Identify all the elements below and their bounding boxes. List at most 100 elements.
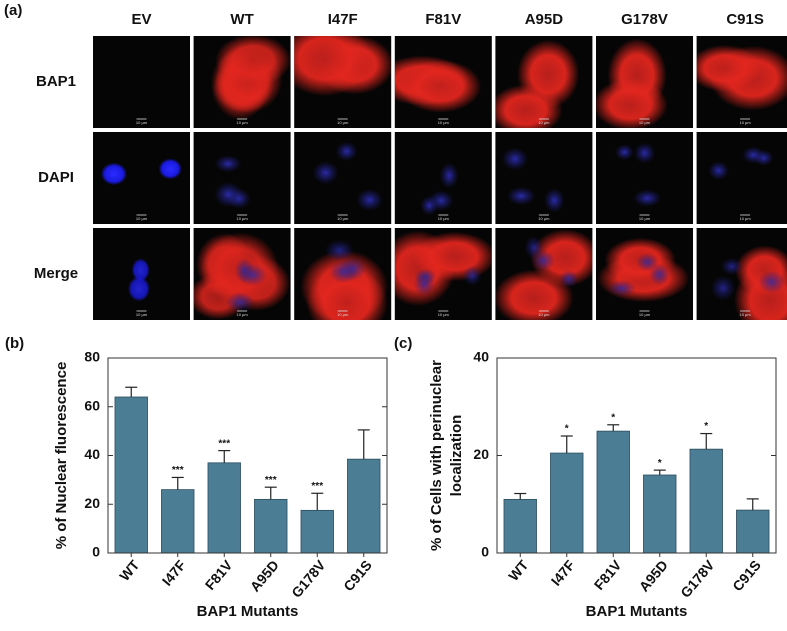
significance: *	[565, 424, 569, 435]
micrograph-content	[710, 245, 787, 320]
micrograph-bg	[696, 132, 787, 224]
micrograph-content	[495, 229, 593, 320]
nucleus	[741, 146, 765, 164]
nucleus	[131, 258, 150, 282]
x-tick-label: G178V	[677, 557, 718, 601]
micrograph: 10 µm	[394, 36, 492, 128]
bar	[689, 448, 723, 554]
y-tick-label: 0	[92, 544, 100, 560]
nucleus	[524, 235, 544, 260]
y-tick-label: 40	[473, 349, 489, 365]
column-header: WT	[230, 11, 253, 28]
micrograph: 10 µm	[294, 228, 392, 320]
scale-label: 10 µm	[639, 216, 651, 221]
nucleus	[463, 265, 482, 286]
scale-label: 10 µm	[739, 312, 751, 317]
micrograph-content	[614, 142, 662, 207]
micrograph-content	[696, 44, 787, 111]
micrograph: 10 µm	[394, 228, 492, 320]
nucleus	[614, 144, 634, 161]
row-label: Merge	[34, 265, 78, 282]
scale-label: 10 µm	[438, 216, 450, 221]
micrograph-bg	[93, 36, 190, 128]
micrograph-content	[300, 239, 388, 320]
scale-label: 10 µm	[136, 120, 148, 125]
red-signal	[530, 229, 593, 287]
micrograph: 10 µm	[193, 132, 291, 224]
row-label: BAP1	[36, 73, 76, 90]
y-tick-label: 40	[84, 446, 100, 462]
x-tick-label: G178V	[288, 557, 329, 601]
nucleus	[312, 161, 339, 185]
micrograph: 10 µm	[696, 132, 787, 224]
significance: ***	[172, 465, 184, 476]
column-header: A95D	[525, 11, 564, 28]
scale-label: 10 µm	[236, 312, 248, 317]
nucleus	[506, 186, 536, 206]
y-tick-label: 0	[481, 544, 489, 560]
micrograph-content	[127, 258, 151, 302]
nucleus	[720, 257, 743, 276]
bar	[550, 452, 584, 554]
nucleus	[158, 158, 182, 180]
x-tick-label: F81V	[591, 557, 625, 593]
micrograph-content	[394, 230, 492, 307]
micrograph-content	[193, 232, 290, 320]
bar	[254, 498, 288, 554]
nucleus	[413, 272, 435, 296]
nucleus	[559, 270, 579, 288]
scale-label: 10 µm	[438, 120, 450, 125]
panel-label: (b)	[5, 335, 24, 352]
micrograph-content	[100, 158, 182, 186]
nucleus	[649, 263, 670, 286]
bar	[503, 498, 537, 554]
x-tick-label: C91S	[729, 557, 764, 594]
red-signal	[306, 267, 388, 320]
x-tick-label: WT	[116, 557, 143, 584]
y-tick-label: 80	[84, 349, 100, 365]
y-axis-label: % of Nuclear fluorescence	[53, 362, 70, 550]
row-label: DAPI	[38, 169, 74, 186]
significance: ***	[265, 475, 277, 486]
micrograph-content	[420, 162, 459, 216]
y-tick-label: 20	[473, 446, 489, 462]
micrograph-content	[210, 36, 291, 120]
micrograph: 10 µm	[294, 36, 392, 128]
panel-label: (a)	[4, 2, 22, 19]
nucleus	[633, 189, 662, 207]
micrograph-content	[294, 36, 392, 97]
red-signal	[398, 59, 482, 113]
significance: ***	[218, 438, 230, 449]
scale-label: 10 µm	[739, 120, 751, 125]
micrograph: 10 µm	[495, 36, 593, 128]
bar	[643, 474, 677, 554]
micrograph-content	[501, 147, 565, 213]
micrograph-content	[394, 55, 482, 113]
scale-label: 10 µm	[739, 216, 751, 221]
nucleus	[710, 275, 736, 301]
nucleus	[428, 190, 454, 211]
x-tick-label: I47F	[159, 557, 190, 589]
nucleus	[543, 188, 565, 213]
nucleus	[214, 155, 242, 173]
scale-label: 10 µm	[538, 312, 550, 317]
micrograph: 10 µm	[294, 132, 392, 224]
micrograph-content	[597, 237, 690, 303]
scale-label: 10 µm	[337, 312, 349, 317]
nucleus	[708, 161, 729, 181]
scale-label: 10 µm	[236, 216, 248, 221]
x-axis-label: BAP1 Mutants	[197, 603, 299, 620]
micrograph: 10 µm	[495, 228, 593, 320]
red-signal	[517, 39, 580, 109]
nucleus	[100, 162, 128, 186]
column-header: EV	[131, 11, 151, 28]
nucleus	[757, 270, 786, 294]
significance: *	[704, 421, 708, 432]
x-axis-label: BAP1 Mutants	[586, 603, 688, 620]
micrograph: 10 µm	[696, 36, 787, 128]
micrograph-content	[495, 39, 580, 128]
micrograph: 10 µm	[193, 36, 291, 128]
scale-label: 10 µm	[236, 120, 248, 125]
bar	[596, 430, 630, 554]
